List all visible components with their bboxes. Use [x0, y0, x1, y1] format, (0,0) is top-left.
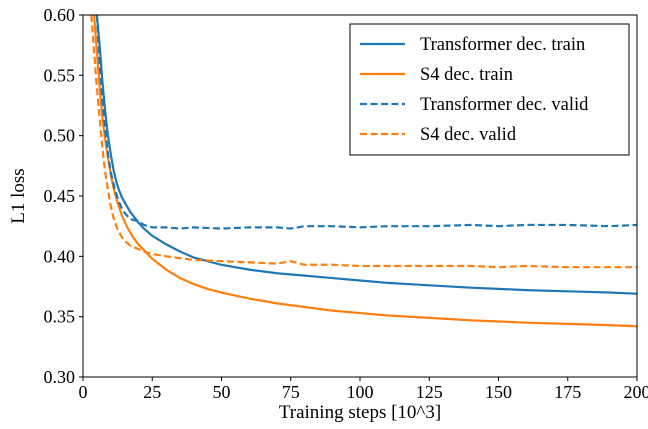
series-line-4	[90, 15, 637, 269]
series-line-2	[92, 15, 637, 328]
x-tick-label: 25	[143, 382, 161, 402]
x-tick-label: 100	[347, 382, 374, 402]
ticks-layer: 0 25 50 75 100 125 150 175 200 0.30 0.35 0.40 0.45 0.…	[44, 5, 648, 402]
series-line-1	[95, 15, 637, 295]
y-tick-label: 0.30	[44, 367, 76, 387]
x-tick-label: 125	[416, 382, 443, 402]
x-tick-label: 75	[282, 382, 300, 402]
x-tick-label: 150	[485, 382, 512, 402]
y-tick-label: 0.60	[44, 5, 76, 25]
series-layer	[90, 15, 637, 328]
legend-label: Transformer dec. train	[420, 35, 585, 55]
legend-label: S4 dec. train	[420, 65, 513, 85]
y-tick-label: 0.55	[44, 65, 76, 85]
x-axis-label: Training steps [10^3]	[279, 402, 441, 423]
legend-label: S4 dec. valid	[420, 125, 517, 145]
x-tick-label: 175	[554, 382, 581, 402]
series-line-3	[95, 15, 637, 230]
y-tick-label: 0.50	[44, 126, 76, 146]
y-tick-label: 0.45	[44, 186, 76, 206]
y-tick-label: 0.40	[44, 246, 76, 266]
x-tick-label: 50	[213, 382, 231, 402]
x-tick-label: 200	[624, 382, 648, 402]
legend: Transformer dec. train S4 dec. train Trans…	[349, 23, 630, 156]
x-tick-label: 0	[79, 382, 88, 402]
y-tick-label: 0.35	[44, 307, 76, 327]
y-axis-label: L1 loss	[8, 168, 29, 223]
legend-label: Transformer dec. valid	[420, 95, 589, 115]
